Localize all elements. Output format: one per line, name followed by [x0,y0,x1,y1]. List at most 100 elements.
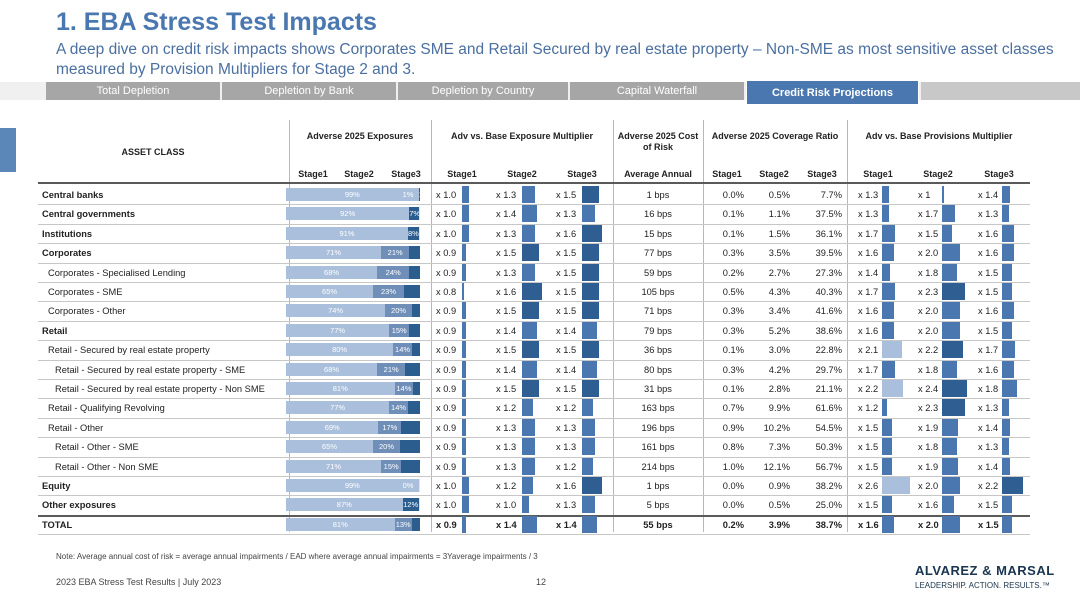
coverage-ratio-value: 36.1% [815,229,842,239]
exposure-multiplier-value: x 1.2 [496,403,517,413]
row-divider [38,340,1030,341]
exposure-segment-stage1: 68% [286,363,378,376]
exposure-segment-stage1: 99% [286,479,419,492]
exposure-segment-stage3 [409,246,420,259]
exposure-segment-stage3 [407,401,420,414]
provisions-multiplier-value: x 1.7 [858,365,879,375]
provisions-multiplier-bar [1002,322,1012,339]
exposure-multiplier-value: x 0.9 [436,248,457,258]
exposure-multiplier-bar [582,322,598,339]
provisions-multiplier-bar [882,264,891,281]
tab-credit-risk-projections[interactable]: Credit Risk Projections [746,80,919,105]
provisions-multiplier-value: x 1.5 [858,442,879,452]
coverage-ratio-value: 0.0% [722,481,744,491]
exposure-segment-stage3 [411,518,420,531]
exposure-multiplier-bar [522,186,536,203]
exposure-bar: 74% 20% [286,304,420,317]
group-header: Adverse 2025 Cost of Risk [617,131,699,152]
provisions-multiplier-value: x 1 [918,190,931,200]
exposure-segment-stage1: 68% [286,266,378,279]
provisions-multiplier-value: x 2.4 [918,384,939,394]
row-divider [38,282,1030,283]
column-divider [431,120,432,532]
exposure-multiplier-value: x 1.4 [556,326,577,336]
exposure-segment-stage2: 17% [378,421,402,434]
provisions-multiplier-value: x 1.5 [978,520,999,530]
tab-depletion-by-country[interactable]: Depletion by Country [398,82,568,100]
exposure-multiplier-bar [462,283,465,300]
provisions-multiplier-bar [1002,399,1009,416]
exposure-bar: 68% 24% [286,266,420,279]
provisions-multiplier-bar [882,496,892,513]
provisions-multiplier-bar [942,264,957,281]
exposure-multiplier-bar [462,341,467,358]
coverage-ratio-value: 0.2% [722,520,744,530]
exposure-segment-stage2: 23% [373,285,404,298]
exposure-multiplier-bar [582,186,600,203]
cost-of-risk-value: 1 bps [646,190,670,200]
row-label: Retail - Other - SME [55,442,139,452]
exposure-multiplier-value: x 0.9 [436,384,457,394]
coverage-ratio-value: 9.9% [768,403,790,413]
exposure-segment-stage3 [409,324,420,337]
coverage-ratio-value: 1.0% [722,462,744,472]
cost-of-risk-value: 59 bps [644,268,672,278]
exposure-multiplier-value: x 0.9 [436,403,457,413]
row-label: Corporates - SME [48,287,123,297]
exposure-multiplier-bar [522,205,538,222]
row-label: Retail [42,326,68,336]
row-label: Other exposures [42,500,116,510]
provisions-multiplier-value: x 1.9 [918,462,939,472]
exposure-multiplier-bar [462,516,467,533]
exposure-segment-stage2: 14% [393,343,412,356]
exposure-multiplier-value: x 1.5 [496,306,517,316]
exposure-multiplier-bar [462,361,467,378]
exposure-segment-stage3: 1% [418,188,420,201]
tab-total-depletion[interactable]: Total Depletion [46,82,220,100]
provisions-multiplier-value: x 1.5 [978,268,999,278]
exposure-multiplier-value: x 1.0 [436,190,457,200]
provisions-multiplier-value: x 1.6 [858,520,879,530]
coverage-ratio-value: 0.3% [722,365,744,375]
exposure-multiplier-bar [522,458,536,475]
exposure-multiplier-value: x 0.9 [436,268,457,278]
tab-capital-waterfall[interactable]: Capital Waterfall [570,82,744,100]
exposure-multiplier-value: x 1.5 [556,190,577,200]
exposure-multiplier-value: x 1.4 [556,520,577,530]
coverage-ratio-value: 50.3% [815,442,842,452]
exposure-segment-stage3 [405,363,420,376]
exposure-bar: 69% 17% [286,421,420,434]
exposure-multiplier-bar [522,496,529,513]
exposure-multiplier-bar [522,322,538,339]
exposure-multiplier-bar [462,380,467,397]
coverage-ratio-value: 38.6% [815,326,842,336]
exposure-segment-stage1: 81% [286,518,395,531]
provisions-multiplier-bar [882,438,892,455]
stage-column-header: Stage2 [923,169,953,179]
provisions-multiplier-value: x 2.2 [918,345,939,355]
exposure-multiplier-value: x 1.3 [556,500,577,510]
column-divider [703,120,704,532]
cost-of-risk-value: 1 bps [646,481,670,491]
column-divider [613,120,614,532]
tab-depletion-by-bank[interactable]: Depletion by Bank [222,82,396,100]
cost-of-risk-value: 5 bps [646,500,670,510]
coverage-ratio-value: 3.5% [768,248,790,258]
exposure-multiplier-bar [582,283,600,300]
provisions-multiplier-bar [1002,205,1009,222]
exposure-multiplier-bar [522,361,538,378]
exposure-multiplier-bar [462,225,469,242]
exposure-multiplier-bar [522,477,533,494]
provisions-multiplier-value: x 2.6 [858,481,879,491]
table-bottom-line [38,534,1030,535]
stage-column-header: Stage1 [863,169,893,179]
page-number: 12 [536,577,547,587]
row-divider [38,360,1030,361]
cost-of-risk-value: 71 bps [644,306,672,316]
exposure-bar: 99% 0% [286,479,420,492]
row-divider [38,476,1030,477]
exposure-multiplier-value: x 1.0 [436,229,457,239]
provisions-multiplier-value: x 1.4 [978,190,999,200]
exposure-multiplier-bar [522,380,540,397]
cost-of-risk-value: 55 bps [643,520,673,530]
